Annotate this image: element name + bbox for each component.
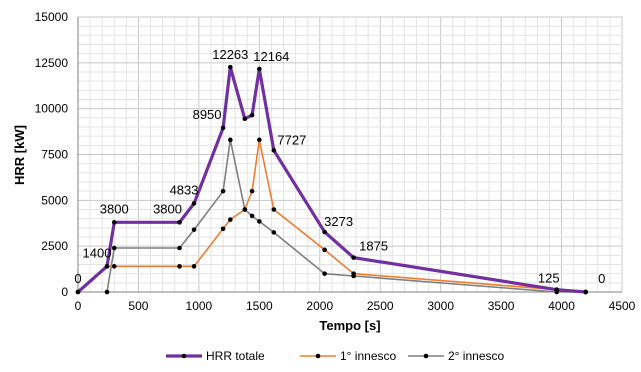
x-tick-label: 1500 — [246, 299, 273, 313]
data-point — [228, 217, 233, 222]
x-tick-label: 500 — [128, 299, 148, 313]
data-label: 1875 — [359, 239, 388, 254]
legend-marker — [423, 353, 429, 359]
x-tick-label: 3500 — [488, 299, 515, 313]
y-tick-label: 12500 — [35, 56, 69, 70]
data-point — [220, 226, 226, 232]
data-label: 12164 — [253, 49, 289, 64]
legend-label-2: 1° innesco — [340, 349, 396, 363]
data-point — [191, 227, 197, 232]
x-tick-label: 1000 — [186, 299, 213, 313]
data-label: 7727 — [277, 132, 306, 147]
x-tick-label: 2500 — [367, 299, 394, 313]
y-tick-label: 5000 — [41, 193, 68, 207]
series-lines — [75, 64, 589, 295]
data-point — [249, 213, 255, 219]
data-point — [351, 271, 356, 276]
data-point — [249, 188, 255, 194]
legend-marker — [181, 353, 187, 359]
data-point — [322, 247, 327, 253]
data-label: 4833 — [170, 182, 199, 197]
y-tick-label: 2500 — [41, 239, 68, 253]
data-point — [322, 271, 327, 276]
data-point — [322, 229, 327, 235]
data-point — [104, 289, 110, 295]
x-tick-label: 0 — [75, 299, 82, 313]
data-point — [75, 289, 81, 295]
data-point — [191, 201, 197, 206]
y-tick-label: 7500 — [41, 148, 68, 162]
data-point — [583, 289, 589, 295]
data-point — [249, 112, 255, 118]
data-point — [554, 287, 560, 293]
data-point — [104, 264, 110, 269]
x-tick-label: 4000 — [548, 299, 575, 313]
legend: HRR totale 1° innesco 2° innesco — [166, 349, 504, 363]
data-point — [257, 66, 262, 72]
x-tick-labels: 0 500 1000 1500 2000 2500 3000 3500 4000 4500 — [75, 299, 636, 313]
data-point — [191, 264, 197, 269]
series-line-3 — [106, 139, 586, 293]
data-point — [111, 220, 117, 225]
data-point — [177, 264, 182, 269]
data-point — [257, 137, 262, 143]
data-label: 8950 — [193, 107, 222, 122]
data-label: 3273 — [324, 214, 353, 229]
axes — [77, 17, 622, 293]
data-point — [228, 64, 233, 70]
data-label: 12263 — [212, 47, 248, 62]
data-point — [111, 245, 117, 251]
data-point — [271, 207, 277, 212]
data-label: 3800 — [153, 201, 182, 216]
y-axis-title: HRR [kW] — [12, 125, 27, 185]
data-label: 0 — [74, 271, 81, 286]
data-point — [271, 148, 277, 153]
data-label: 3800 — [100, 201, 129, 216]
legend-label-3: 2° innesco — [448, 349, 504, 363]
data-point — [271, 230, 277, 235]
data-point — [177, 220, 182, 225]
y-tick-labels: 0 2500 5000 7500 10000 12500 15000 — [35, 10, 69, 299]
legend-marker — [315, 353, 321, 359]
data-label: 125 — [538, 271, 560, 286]
x-axis-title: Tempo [s] — [319, 318, 380, 333]
data-label: 1400 — [83, 245, 112, 260]
data-point — [242, 207, 248, 212]
y-tick-label: 0 — [61, 285, 68, 299]
x-tick-label: 4500 — [609, 299, 636, 313]
y-tick-label: 15000 — [35, 10, 69, 24]
data-point — [257, 219, 262, 224]
y-tick-label: 10000 — [35, 102, 69, 116]
data-point — [351, 255, 356, 260]
data-point — [177, 245, 182, 251]
data-point — [242, 116, 248, 122]
data-point — [220, 188, 226, 194]
legend-label-1: HRR totale — [206, 349, 265, 363]
x-tick-label: 3000 — [427, 299, 454, 313]
data-point — [220, 125, 226, 131]
data-point — [228, 137, 233, 143]
data-label: 0 — [598, 271, 605, 286]
x-tick-label: 2000 — [306, 299, 333, 313]
data-point — [111, 264, 117, 269]
